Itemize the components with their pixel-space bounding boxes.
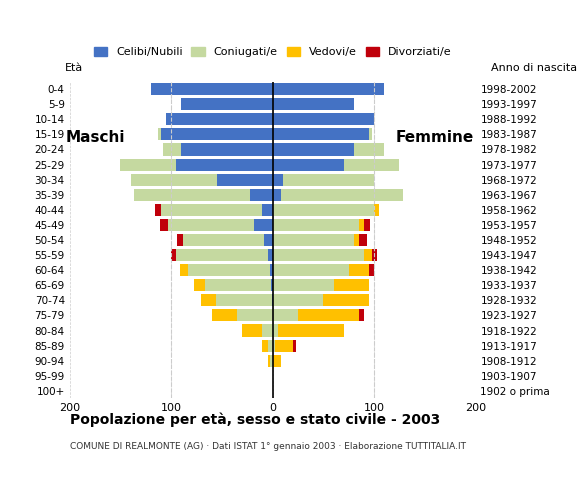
Bar: [273, 279, 333, 291]
Bar: [188, 264, 270, 276]
Bar: [273, 204, 374, 216]
Bar: [177, 234, 183, 246]
Bar: [205, 279, 271, 291]
Bar: [273, 339, 275, 352]
Text: COMUNE DI REALMONTE (AG) · Dati ISTAT 1° gennaio 2003 · Elaborazione TUTTITALIA.: COMUNE DI REALMONTE (AG) · Dati ISTAT 1°…: [70, 442, 466, 451]
Legend: Celibi/Nubili, Coniugati/e, Vedovi/e, Divorziati/e: Celibi/Nubili, Coniugati/e, Vedovi/e, Di…: [89, 43, 456, 62]
Bar: [267, 355, 270, 367]
Bar: [263, 204, 273, 216]
Bar: [364, 249, 372, 261]
Bar: [283, 174, 374, 186]
Bar: [334, 279, 369, 291]
Bar: [372, 249, 377, 261]
Bar: [270, 264, 273, 276]
Bar: [369, 128, 372, 141]
Bar: [273, 144, 354, 156]
Bar: [354, 234, 359, 246]
Bar: [263, 339, 267, 352]
Bar: [271, 294, 273, 306]
Bar: [273, 174, 283, 186]
Bar: [237, 310, 273, 322]
Bar: [254, 219, 273, 231]
Bar: [364, 219, 370, 231]
Bar: [217, 174, 273, 186]
Bar: [359, 219, 364, 231]
Bar: [161, 204, 263, 216]
Bar: [298, 310, 359, 322]
Bar: [324, 294, 369, 306]
Bar: [168, 219, 254, 231]
Bar: [273, 249, 364, 261]
Bar: [267, 249, 273, 261]
Bar: [273, 158, 343, 170]
Bar: [273, 98, 354, 110]
Bar: [369, 264, 374, 276]
Bar: [273, 324, 278, 336]
Bar: [293, 339, 296, 352]
Bar: [281, 189, 403, 201]
Bar: [180, 264, 188, 276]
Text: Femmine: Femmine: [396, 130, 474, 145]
Bar: [176, 249, 267, 261]
Bar: [212, 310, 237, 322]
Bar: [121, 158, 176, 170]
Bar: [163, 144, 181, 156]
Bar: [155, 204, 161, 216]
Bar: [181, 98, 273, 110]
Bar: [181, 144, 273, 156]
Bar: [160, 219, 168, 231]
Bar: [271, 279, 273, 291]
Bar: [273, 83, 385, 95]
Bar: [158, 128, 161, 141]
Bar: [273, 355, 281, 367]
Bar: [263, 324, 273, 336]
Bar: [194, 279, 205, 291]
Bar: [273, 264, 349, 276]
Bar: [161, 128, 273, 141]
Bar: [176, 158, 273, 170]
Bar: [359, 310, 364, 322]
Bar: [216, 294, 271, 306]
Bar: [183, 234, 264, 246]
Bar: [359, 234, 367, 246]
Bar: [273, 219, 359, 231]
Bar: [273, 294, 324, 306]
Bar: [267, 339, 273, 352]
Bar: [151, 83, 273, 95]
Text: Anno di nascita: Anno di nascita: [491, 62, 577, 72]
Bar: [201, 294, 216, 306]
Bar: [273, 310, 298, 322]
Text: Maschi: Maschi: [65, 130, 125, 145]
Bar: [349, 264, 369, 276]
Bar: [130, 174, 217, 186]
Bar: [343, 158, 400, 170]
Bar: [278, 324, 343, 336]
Bar: [166, 113, 273, 125]
Bar: [171, 249, 176, 261]
Bar: [374, 204, 379, 216]
Bar: [273, 113, 374, 125]
Bar: [273, 189, 281, 201]
Bar: [264, 234, 273, 246]
Text: Popolazione per età, sesso e stato civile - 2003: Popolazione per età, sesso e stato civil…: [70, 413, 440, 427]
Bar: [354, 144, 385, 156]
Bar: [242, 324, 263, 336]
Bar: [251, 189, 273, 201]
Bar: [273, 128, 369, 141]
Text: Età: Età: [64, 62, 83, 72]
Bar: [270, 355, 273, 367]
Bar: [275, 339, 293, 352]
Bar: [273, 234, 354, 246]
Bar: [133, 189, 251, 201]
